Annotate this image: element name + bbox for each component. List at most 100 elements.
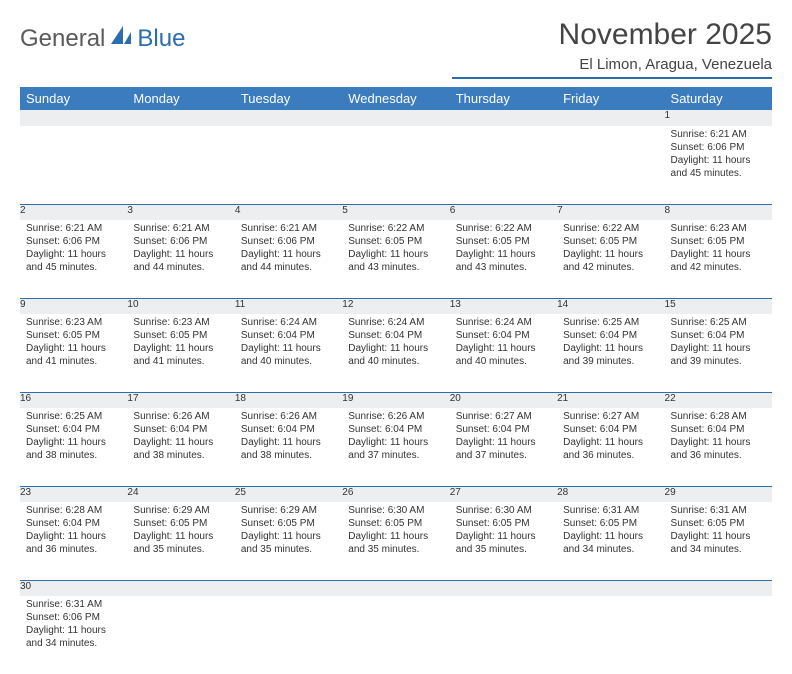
sunset-line: Sunset: 6:04 PM xyxy=(26,517,121,530)
sunset-line: Sunset: 6:06 PM xyxy=(26,611,121,624)
sunset-line: Sunset: 6:05 PM xyxy=(241,517,336,530)
day-number-cell xyxy=(342,580,449,596)
sunrise-line: Sunrise: 6:26 AM xyxy=(241,410,336,423)
day-details: Sunrise: 6:24 AMSunset: 6:04 PMDaylight:… xyxy=(450,314,557,372)
daynum-row: 2345678 xyxy=(20,204,772,220)
daylight-line: Daylight: 11 hours and 36 minutes. xyxy=(671,436,766,462)
sunrise-line: Sunrise: 6:30 AM xyxy=(348,504,443,517)
weekday-header: Sunday xyxy=(20,87,127,110)
day-number-cell xyxy=(342,110,449,126)
sunset-line: Sunset: 6:04 PM xyxy=(348,329,443,342)
calendar-page: General Blue November 2025 El Limon, Ara… xyxy=(0,0,792,674)
sunrise-line: Sunrise: 6:26 AM xyxy=(133,410,228,423)
sunrise-line: Sunrise: 6:31 AM xyxy=(563,504,658,517)
sunrise-line: Sunrise: 6:28 AM xyxy=(671,410,766,423)
day-number-cell xyxy=(127,580,234,596)
calendar-table: Sunday Monday Tuesday Wednesday Thursday… xyxy=(20,87,772,674)
day-cell: Sunrise: 6:23 AMSunset: 6:05 PMDaylight:… xyxy=(127,314,234,392)
day-number-cell: 2 xyxy=(20,204,127,220)
sail-icon xyxy=(109,24,135,53)
sunrise-line: Sunrise: 6:29 AM xyxy=(133,504,228,517)
daylight-line: Daylight: 11 hours and 44 minutes. xyxy=(241,248,336,274)
daynum-row: 23242526272829 xyxy=(20,486,772,502)
day-number-cell: 18 xyxy=(235,392,342,408)
sunset-line: Sunset: 6:04 PM xyxy=(671,423,766,436)
sunrise-line: Sunrise: 6:23 AM xyxy=(26,316,121,329)
day-details: Sunrise: 6:22 AMSunset: 6:05 PMDaylight:… xyxy=(557,220,664,278)
day-details: Sunrise: 6:23 AMSunset: 6:05 PMDaylight:… xyxy=(20,314,127,372)
day-details: Sunrise: 6:22 AMSunset: 6:05 PMDaylight:… xyxy=(342,220,449,278)
day-cell: Sunrise: 6:21 AMSunset: 6:06 PMDaylight:… xyxy=(665,126,772,204)
day-cell: Sunrise: 6:24 AMSunset: 6:04 PMDaylight:… xyxy=(235,314,342,392)
day-number-cell: 3 xyxy=(127,204,234,220)
day-number-cell: 6 xyxy=(450,204,557,220)
day-details: Sunrise: 6:29 AMSunset: 6:05 PMDaylight:… xyxy=(235,502,342,560)
weekday-header: Tuesday xyxy=(235,87,342,110)
day-number-cell: 19 xyxy=(342,392,449,408)
day-details: Sunrise: 6:21 AMSunset: 6:06 PMDaylight:… xyxy=(665,126,772,184)
daylight-line: Daylight: 11 hours and 36 minutes. xyxy=(563,436,658,462)
daylight-line: Daylight: 11 hours and 35 minutes. xyxy=(133,530,228,556)
month-title: November 2025 xyxy=(452,18,772,52)
sunrise-line: Sunrise: 6:25 AM xyxy=(563,316,658,329)
day-content-row: Sunrise: 6:28 AMSunset: 6:04 PM Daylight:… xyxy=(20,502,772,580)
day-number-cell xyxy=(557,580,664,596)
day-cell: Sunrise: 6:24 AMSunset: 6:04 PMDaylight:… xyxy=(342,314,449,392)
daylight-line: Daylight: 11 hours and 38 minutes. xyxy=(26,436,121,462)
sunset-line: Sunset: 6:06 PM xyxy=(26,235,121,248)
sunset-line: Sunset: 6:06 PM xyxy=(241,235,336,248)
sunset-line: Sunset: 6:05 PM xyxy=(133,329,228,342)
daylight-line: Daylight: 11 hours and 40 minutes. xyxy=(456,342,551,368)
day-cell xyxy=(557,596,664,674)
day-cell: Sunrise: 6:22 AMSunset: 6:05 PMDaylight:… xyxy=(450,220,557,298)
day-cell xyxy=(127,596,234,674)
day-number-cell: 15 xyxy=(665,298,772,314)
day-number-cell: 11 xyxy=(235,298,342,314)
day-number-cell: 25 xyxy=(235,486,342,502)
daylight-line: Daylight: 11 hours and 43 minutes. xyxy=(348,248,443,274)
day-details: Sunrise: 6:27 AMSunset: 6:04 PMDaylight:… xyxy=(450,408,557,466)
sunset-line: Sunset: 6:06 PM xyxy=(671,141,766,154)
day-number-cell xyxy=(450,580,557,596)
day-cell: Sunrise: 6:27 AMSunset: 6:04 PMDaylight:… xyxy=(450,408,557,486)
day-details: Sunrise: 6:26 AMSunset: 6:04 PMDaylight:… xyxy=(342,408,449,466)
sunrise-line: Sunrise: 6:28 AM xyxy=(26,504,121,517)
day-details: Sunrise: 6:25 AMSunset: 6:04 PMDaylight:… xyxy=(20,408,127,466)
daylight-line: Daylight: 11 hours and 35 minutes. xyxy=(241,530,336,556)
day-cell: Sunrise: 6:23 AMSunset: 6:05 PMDaylight:… xyxy=(20,314,127,392)
daylight-line: Daylight: 11 hours and 34 minutes. xyxy=(26,624,121,650)
sunrise-line: Sunrise: 6:21 AM xyxy=(671,128,766,141)
day-cell: Sunrise: 6:26 AMSunset: 6:04 PMDaylight:… xyxy=(342,408,449,486)
day-details: Sunrise: 6:28 AMSunset: 6:04 PMDaylight:… xyxy=(665,408,772,466)
daylight-line: Daylight: 11 hours and 35 minutes. xyxy=(456,530,551,556)
daylight-line: Daylight: 11 hours and 37 minutes. xyxy=(456,436,551,462)
day-number-cell xyxy=(665,580,772,596)
daylight-line: Daylight: 11 hours and 38 minutes. xyxy=(241,436,336,462)
daylight-line: Daylight: 11 hours and 37 minutes. xyxy=(348,436,443,462)
daynum-row: 16171819202122 xyxy=(20,392,772,408)
daylight-line: Daylight: 11 hours and 45 minutes. xyxy=(671,154,766,180)
day-number-cell: 4 xyxy=(235,204,342,220)
day-content-row: Sunrise: 6:31 AMSunset: 6:06 PMDaylight:… xyxy=(20,596,772,674)
day-number-cell: 28 xyxy=(557,486,664,502)
day-details: Sunrise: 6:22 AMSunset: 6:05 PMDaylight:… xyxy=(450,220,557,278)
day-number-cell: 5 xyxy=(342,204,449,220)
day-number-cell xyxy=(20,110,127,126)
day-cell xyxy=(665,596,772,674)
logo: General Blue xyxy=(20,18,185,53)
day-details: Sunrise: 6:31 AMSunset: 6:06 PMDaylight:… xyxy=(20,596,127,654)
logo-text-2: Blue xyxy=(137,25,185,53)
sunset-line: Sunset: 6:04 PM xyxy=(456,329,551,342)
daynum-row: 30 xyxy=(20,580,772,596)
daylight-line: Daylight: 11 hours and 42 minutes. xyxy=(671,248,766,274)
sunrise-line: Sunrise: 6:23 AM xyxy=(133,316,228,329)
weekday-header: Saturday xyxy=(665,87,772,110)
sunset-line: Sunset: 6:06 PM xyxy=(133,235,228,248)
sunset-line: Sunset: 6:04 PM xyxy=(563,423,658,436)
daylight-line: Daylight: 11 hours and 44 minutes. xyxy=(133,248,228,274)
day-cell xyxy=(342,126,449,204)
day-details: Sunrise: 6:21 AMSunset: 6:06 PMDaylight:… xyxy=(127,220,234,278)
sunset-line: Sunset: 6:05 PM xyxy=(563,517,658,530)
day-cell xyxy=(127,126,234,204)
day-cell xyxy=(450,126,557,204)
